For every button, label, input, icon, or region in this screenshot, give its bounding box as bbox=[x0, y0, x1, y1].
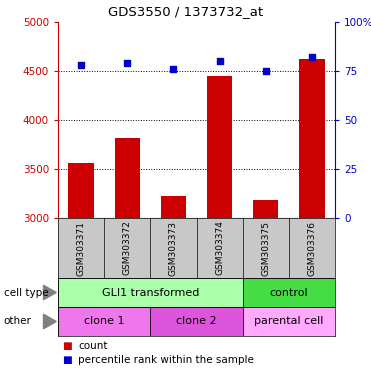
Point bbox=[124, 60, 130, 66]
Text: ■: ■ bbox=[62, 341, 72, 351]
Point bbox=[170, 66, 176, 72]
Point bbox=[217, 58, 223, 64]
Bar bbox=[68, 163, 94, 218]
Point bbox=[309, 54, 315, 60]
Text: GSM303373: GSM303373 bbox=[169, 220, 178, 275]
Point bbox=[78, 62, 84, 68]
Bar bbox=[58, 278, 243, 307]
Text: GSM303376: GSM303376 bbox=[308, 220, 316, 275]
Text: parental cell: parental cell bbox=[254, 316, 324, 326]
Text: ■: ■ bbox=[62, 355, 72, 365]
Polygon shape bbox=[43, 285, 56, 300]
Text: cell type: cell type bbox=[4, 288, 48, 298]
Bar bbox=[58, 307, 150, 336]
Bar bbox=[299, 59, 325, 218]
Text: clone 1: clone 1 bbox=[84, 316, 124, 326]
Text: other: other bbox=[4, 316, 32, 326]
Bar bbox=[253, 200, 279, 218]
Bar bbox=[115, 137, 140, 218]
Text: GDS3550 / 1373732_at: GDS3550 / 1373732_at bbox=[108, 5, 263, 18]
Text: GSM303371: GSM303371 bbox=[76, 220, 86, 275]
Bar bbox=[207, 76, 232, 218]
Polygon shape bbox=[43, 314, 56, 329]
Text: clone 2: clone 2 bbox=[176, 316, 217, 326]
Bar bbox=[161, 197, 186, 218]
Text: percentile rank within the sample: percentile rank within the sample bbox=[78, 355, 254, 365]
Text: GSM303375: GSM303375 bbox=[261, 220, 270, 275]
Bar bbox=[243, 278, 335, 307]
Text: count: count bbox=[78, 341, 108, 351]
Text: GSM303374: GSM303374 bbox=[215, 220, 224, 275]
Point bbox=[263, 68, 269, 74]
Text: GSM303372: GSM303372 bbox=[123, 220, 132, 275]
Text: control: control bbox=[269, 288, 308, 298]
Bar bbox=[243, 307, 335, 336]
Bar bbox=[150, 307, 243, 336]
Text: GLI1 transformed: GLI1 transformed bbox=[102, 288, 199, 298]
